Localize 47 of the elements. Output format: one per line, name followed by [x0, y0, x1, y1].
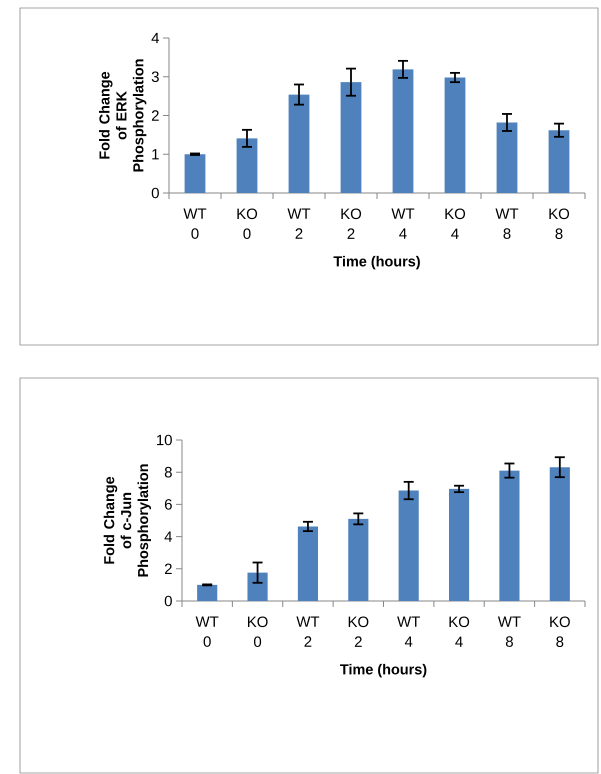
bar — [247, 572, 268, 601]
y-tick-label: 10 — [156, 434, 172, 446]
y-tick-label: 8 — [164, 466, 172, 478]
bar — [298, 526, 318, 601]
y-axis-title: Fold Change of ERK Phosphorylation — [98, 59, 146, 172]
x-tick-label: WT 8 — [495, 208, 518, 239]
x-tick-label: KO 8 — [550, 616, 570, 648]
bar — [340, 82, 362, 193]
bar — [288, 94, 310, 193]
x-tick-label: WT 0 — [196, 616, 218, 647]
y-tick-label: 1 — [152, 149, 159, 160]
x-tick-label: KO 4 — [449, 616, 470, 647]
y-tick-label: 2 — [164, 564, 172, 574]
bar — [348, 518, 368, 601]
x-tick-label: KO 4 — [445, 208, 466, 239]
x-tick-label: KO 0 — [237, 208, 258, 240]
y-tick-label: 4 — [164, 531, 172, 542]
bar — [496, 122, 518, 193]
bar — [548, 130, 570, 193]
y-tick-label: 2 — [152, 110, 159, 121]
y-tick-label: 0 — [152, 188, 159, 198]
x-tick-label: WT 8 — [498, 616, 521, 647]
x-axis-title: Time (hours) — [334, 256, 420, 270]
x-tick-label: WT 2 — [287, 208, 310, 239]
bar — [392, 69, 414, 193]
bar — [444, 78, 466, 193]
x-tick-label: WT 2 — [296, 616, 320, 647]
bar — [184, 154, 206, 193]
bar — [499, 470, 520, 601]
x-tick-label: WT 4 — [391, 208, 414, 239]
y-tick-label: 3 — [152, 71, 159, 82]
y-axis-title: Fold Change of c-Jun Phosphorylation — [104, 464, 152, 577]
x-tick-label: WT 0 — [183, 208, 206, 239]
bar — [550, 467, 570, 601]
bar — [197, 584, 218, 601]
bar — [236, 138, 258, 193]
bar — [448, 488, 470, 601]
x-tick-label: KO 2 — [341, 208, 362, 239]
x-tick-label: WT 4 — [397, 616, 420, 647]
bar — [398, 490, 419, 601]
x-tick-label: KO 0 — [248, 616, 268, 648]
x-axis-title: Time (hours) — [340, 664, 426, 678]
y-tick-label: 0 — [164, 596, 172, 606]
y-tick-label: 6 — [164, 499, 172, 510]
x-tick-label: KO 8 — [549, 208, 570, 240]
y-tick-label: 4 — [152, 32, 160, 44]
x-tick-label: KO 2 — [348, 616, 368, 647]
